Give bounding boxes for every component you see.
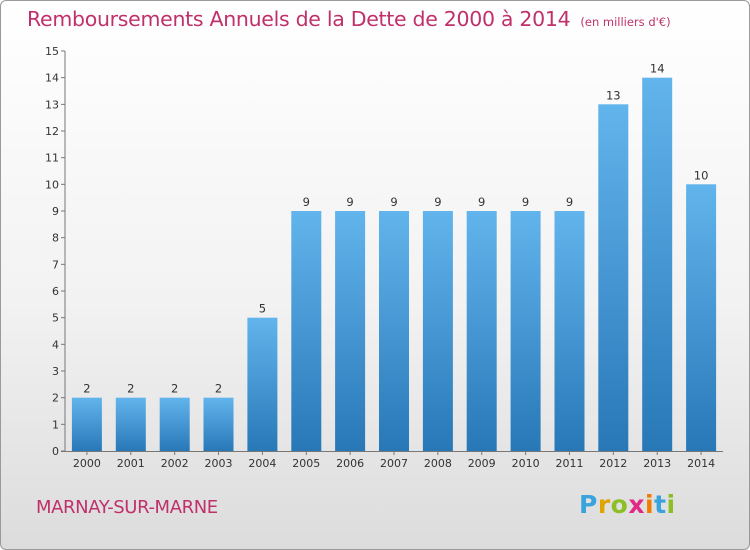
x-tick-label-2001: 2001 — [117, 457, 145, 470]
x-tick-label-2011: 2011 — [556, 457, 584, 470]
bars: 2 2 2 2 5 9 9 9 9 9 9 9 13 14 10 — [71, 62, 717, 452]
y-tick-label-2: 2 — [52, 392, 59, 405]
bar-2000 — [71, 397, 102, 451]
logo-letter: o — [610, 490, 629, 519]
x-tick-label-2009: 2009 — [468, 457, 496, 470]
x-tick-label-2005: 2005 — [292, 457, 320, 470]
chart-title-unit: (en milliers d'€) — [580, 15, 671, 29]
value-label-2009: 9 — [478, 195, 485, 209]
y-tick-label-3: 3 — [52, 365, 59, 378]
x-tick-label-2008: 2008 — [424, 457, 452, 470]
y-tick-label-15: 15 — [45, 45, 59, 58]
x-tick-label-2000: 2000 — [73, 457, 101, 470]
value-label-2003: 2 — [215, 382, 222, 396]
bar-2014 — [686, 184, 717, 452]
bar-2001 — [115, 397, 146, 451]
x-tick-label-2010: 2010 — [512, 457, 540, 470]
y-tick-label-5: 5 — [52, 312, 59, 325]
proxiti-logo[interactable]: Proxiti — [579, 490, 676, 519]
bar-2002 — [159, 397, 190, 451]
bar-2006 — [335, 211, 366, 451]
logo-letter: t — [654, 490, 667, 519]
x-tick-label-2014: 2014 — [687, 457, 715, 470]
y-tick-label-4: 4 — [52, 338, 59, 351]
bar-2004 — [247, 317, 278, 451]
y-tick-label-12: 12 — [45, 125, 59, 138]
logo-letter: r — [597, 490, 611, 519]
value-label-2010: 9 — [522, 195, 529, 209]
value-label-2004: 5 — [259, 302, 266, 316]
logo-letter: x — [628, 490, 645, 519]
bar-2005 — [291, 211, 322, 451]
value-label-2007: 9 — [390, 195, 397, 209]
value-label-2014: 10 — [694, 168, 709, 182]
bar-2009 — [466, 211, 497, 451]
value-label-2002: 2 — [171, 382, 178, 396]
y-tick-label-13: 13 — [45, 98, 59, 111]
y-tick-label-1: 1 — [52, 418, 59, 431]
logo-letter: P — [579, 490, 598, 519]
y-tick-label-6: 6 — [52, 285, 59, 298]
x-tick-label-2003: 2003 — [205, 457, 233, 470]
bar-2003 — [203, 397, 234, 451]
value-label-2013: 14 — [650, 62, 665, 76]
y-tick-label-7: 7 — [52, 258, 59, 271]
x-axis: 2000 2001 2002 2003 2004 2005 2006 2007 2008 2009… — [61, 451, 723, 470]
x-tick-label-2002: 2002 — [161, 457, 189, 470]
x-tick-label-2006: 2006 — [336, 457, 364, 470]
commune-name: MARNAY-SUR-MARNE — [36, 497, 218, 518]
bar-2013 — [642, 77, 673, 451]
value-label-2011: 9 — [566, 195, 573, 209]
x-tick-label-2012: 2012 — [599, 457, 627, 470]
y-tick-label-8: 8 — [52, 232, 59, 245]
bar-2010 — [510, 211, 541, 451]
x-tick-label-2013: 2013 — [643, 457, 671, 470]
y-tick-label-0: 0 — [52, 445, 59, 458]
y-tick-label-9: 9 — [52, 205, 59, 218]
bar-2007 — [379, 211, 409, 451]
value-label-2012: 13 — [606, 88, 621, 102]
chart-title-text: Remboursements Annuels de la Dette de 20… — [27, 7, 571, 31]
x-tick-label-2004: 2004 — [248, 457, 276, 470]
chart-title: Remboursements Annuels de la Dette de 20… — [27, 7, 671, 31]
value-label-2006: 9 — [346, 195, 353, 209]
bar-2011 — [554, 211, 585, 451]
value-label-2001: 2 — [127, 382, 134, 396]
y-tick-label-11: 11 — [45, 152, 59, 165]
bar-2008 — [422, 211, 453, 451]
bar-2012 — [598, 104, 629, 452]
logo-letter: i — [645, 490, 655, 519]
value-label-2005: 9 — [303, 195, 310, 209]
x-tick-label-2007: 2007 — [380, 457, 408, 470]
value-label-2008: 9 — [434, 195, 441, 209]
value-label-2000: 2 — [83, 382, 90, 396]
logo-letter: i — [666, 490, 676, 519]
y-tick-label-14: 14 — [45, 72, 59, 85]
y-tick-label-10: 10 — [45, 178, 59, 191]
